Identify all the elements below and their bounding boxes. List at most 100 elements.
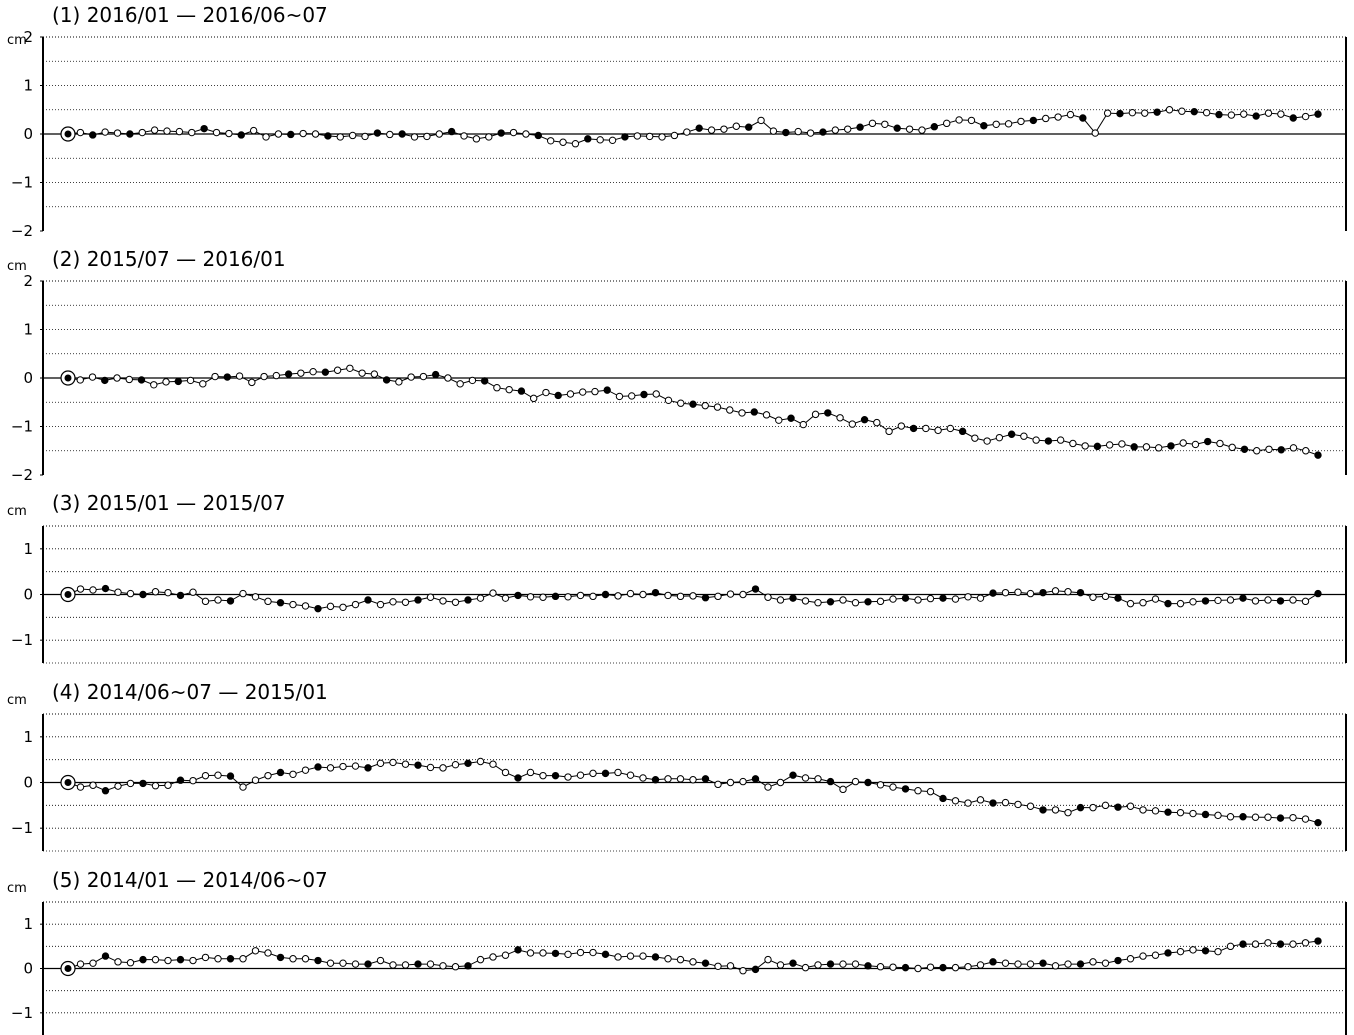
data-point-open (326, 602, 335, 611)
data-point-filled (1239, 594, 1247, 602)
data-point-open (289, 770, 297, 778)
data-point-open (1214, 947, 1222, 956)
data-point-open (905, 125, 914, 133)
data-point-open (163, 127, 171, 135)
data-point-open (1105, 441, 1114, 449)
data-point-open (1301, 939, 1310, 947)
data-point-filled (497, 129, 505, 137)
data-point-open (851, 599, 860, 607)
data-point-open (652, 390, 660, 398)
data-point-filled (1076, 803, 1085, 812)
data-point-filled (1114, 956, 1122, 965)
data-point-open (1289, 813, 1297, 822)
data-point-filled (1314, 589, 1322, 598)
data-point-open (811, 410, 820, 419)
data-point-open (423, 132, 431, 141)
data-point-filled (226, 955, 235, 963)
data-point-filled (1044, 437, 1053, 445)
data-point-filled (1029, 116, 1038, 125)
data-point-open (589, 948, 597, 957)
data-point-open (676, 955, 685, 964)
data-point-filled (176, 776, 185, 784)
data-point-open (1064, 808, 1072, 817)
data-point-open (596, 136, 604, 144)
data-point-filled (398, 130, 406, 138)
data-point-filled (939, 963, 947, 972)
data-point-filled (864, 962, 872, 970)
data-point-open (639, 774, 647, 782)
data-point-open (831, 126, 840, 134)
y-tick-label: −1 (11, 418, 33, 436)
data-point-filled (601, 590, 610, 599)
data-point-filled (601, 950, 610, 959)
data-point-open (639, 590, 647, 599)
data-point-open (251, 593, 260, 601)
data-point-open (1302, 447, 1310, 455)
data-point-open (301, 766, 310, 774)
data-point-open (1004, 120, 1013, 128)
data-point-open (1154, 444, 1163, 452)
data-point-open (114, 588, 122, 596)
data-point-open (1126, 599, 1135, 608)
data-point-open (1264, 596, 1272, 604)
data-point-open (589, 769, 597, 778)
data-point-open (1014, 800, 1022, 809)
data-point-filled (174, 377, 182, 386)
data-point-filled (1093, 442, 1102, 451)
data-point-open (426, 593, 435, 601)
reference-marker (64, 965, 72, 972)
data-point-filled (554, 391, 562, 400)
data-point-filled (980, 122, 988, 130)
data-point-open (764, 955, 772, 964)
data-point-open (1289, 596, 1297, 604)
data-point-open (201, 771, 210, 780)
data-point-open (1139, 599, 1147, 607)
data-point-open (579, 388, 587, 396)
data-point-open (576, 771, 585, 779)
data-point-open (1226, 596, 1235, 604)
data-point-filled (1114, 594, 1122, 602)
data-point-open (873, 418, 881, 427)
data-point-filled (551, 949, 560, 958)
data-point-open (589, 592, 597, 601)
data-point-open (645, 132, 654, 141)
data-point-filled (939, 594, 947, 602)
data-point-open (564, 593, 572, 601)
data-point-filled (989, 589, 997, 597)
data-point-open (713, 403, 722, 411)
data-point-open (1176, 599, 1185, 608)
data-point-filled (101, 787, 110, 795)
data-point-filled (621, 133, 629, 141)
data-point-open (1069, 439, 1077, 448)
data-point-open (1251, 813, 1260, 821)
data-point-open (199, 380, 207, 388)
data-point-filled (223, 373, 232, 381)
data-point-filled (1276, 814, 1285, 822)
panel-title: (5) 2014/01 — 2014/06~07 (52, 868, 328, 892)
data-point-open (664, 775, 672, 783)
data-point-open (1020, 432, 1028, 440)
y-tick-label: −1 (11, 631, 33, 649)
reference-marker (64, 591, 72, 598)
data-point-open (235, 372, 244, 380)
y-tick-label: 2 (23, 28, 33, 46)
y-tick-label: −1 (11, 1004, 33, 1022)
data-point-filled (1240, 445, 1249, 453)
data-point-filled (1114, 803, 1122, 811)
data-point-open (76, 585, 85, 593)
data-point-open (658, 133, 666, 141)
y-tick-label: −1 (11, 819, 33, 837)
data-point-filled (414, 761, 422, 769)
data-point-open (1017, 117, 1025, 126)
data-point-open (775, 416, 783, 424)
data-point-open (348, 131, 357, 140)
data-point-filled (819, 128, 827, 136)
data-point-filled (364, 764, 372, 772)
data-point-open (426, 960, 435, 968)
data-point-filled (1239, 940, 1247, 948)
data-point-open (689, 592, 697, 600)
data-point-open (164, 781, 172, 789)
data-point-filled (551, 771, 560, 780)
y-tick-label: 0 (23, 960, 33, 978)
